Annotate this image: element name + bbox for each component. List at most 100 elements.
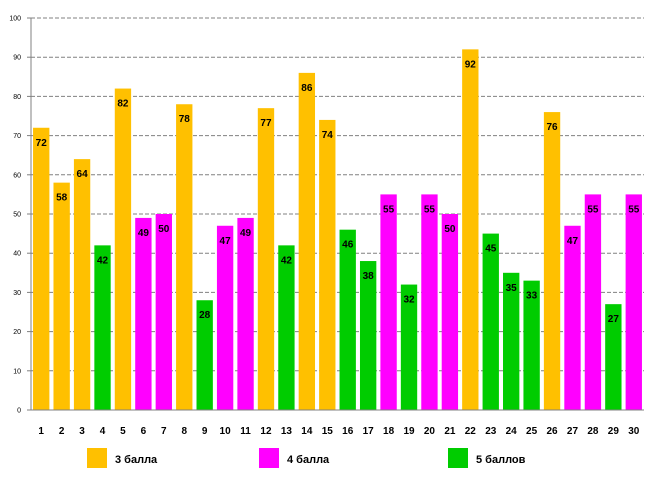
bar [584,194,602,410]
data-label: 49 [240,228,252,239]
data-label: 55 [587,204,599,215]
data-label: 74 [322,130,334,141]
bar [53,182,70,410]
bar [441,214,459,410]
x-tick-label: 23 [485,426,497,437]
bar [155,214,172,410]
bar [298,72,316,410]
legend-swatch [448,448,468,468]
x-tick-label: 7 [161,426,167,437]
x-tick-label: 16 [342,426,354,437]
y-axis: 0 10 20 30 40 50 60 70 80 90 100 [9,16,32,415]
data-label: 42 [97,255,109,266]
x-axis: 1 2 3 4 5 6 7 8 9 10 11 12 13 14 15 16 17 18 19 20 21 22 23 24 2… [31,409,644,437]
x-tick-label: 1 [38,426,44,437]
x-tick-label: 27 [567,426,579,437]
x-tick-label: 29 [608,426,620,437]
data-label: 38 [363,271,375,282]
x-tick-label: 13 [281,426,293,437]
data-label: 78 [179,114,191,125]
bar [33,127,50,410]
bar [94,245,111,410]
data-label: 55 [628,204,640,215]
bar [237,217,254,410]
data-label: 76 [546,122,558,133]
bar [421,194,438,410]
data-label: 33 [526,291,538,302]
bar [503,272,520,410]
data-label: 58 [56,193,68,204]
x-tick-label: 21 [444,426,456,437]
x-tick-label: 10 [220,426,232,437]
bar [400,284,418,410]
y-tick-label: 100 [9,16,21,23]
x-tick-label: 2 [59,426,65,437]
data-label: 46 [342,240,354,251]
bar [319,119,336,411]
data-label: 47 [567,236,579,247]
data-label: 49 [138,228,150,239]
bar [605,304,622,410]
y-tick-label: 80 [13,94,21,101]
bar [278,245,295,410]
x-tick-label: 26 [546,426,558,437]
bar [176,104,193,411]
y-tick-label: 0 [17,408,21,415]
data-label: 32 [403,295,415,306]
y-tick-label: 10 [13,368,21,375]
data-label: 27 [608,314,620,325]
data-label: 82 [117,99,129,110]
bar [543,112,561,410]
x-tick-label: 20 [424,426,436,437]
bar [339,229,356,410]
legend-label: 3 балла [115,454,158,466]
legend: 3 балла 4 балла 5 баллов [87,448,526,468]
bar [482,233,499,410]
x-tick-label: 8 [181,426,187,437]
x-tick-label: 30 [628,426,640,437]
y-tick-label: 60 [13,172,21,179]
y-tick-label: 90 [13,55,21,62]
x-tick-label: 12 [260,426,272,437]
data-label: 28 [199,310,211,321]
legend-label: 4 балла [287,454,330,466]
data-label: 92 [465,59,477,70]
bar [257,108,275,410]
x-tick-label: 18 [383,426,395,437]
data-label: 47 [220,236,232,247]
data-label: 45 [485,244,497,255]
x-tick-label: 9 [202,426,208,437]
legend-swatch [87,448,107,468]
data-label: 50 [444,224,456,235]
data-label: 64 [77,169,89,180]
x-tick-label: 28 [587,426,599,437]
y-tick-label: 30 [13,290,21,297]
gridlines [31,17,644,372]
data-label: 55 [383,204,395,215]
bar [625,194,642,410]
bar [359,261,377,410]
x-tick-label: 15 [322,426,334,437]
bar [216,225,234,410]
x-tick-label: 14 [301,426,313,437]
data-label: 77 [260,118,272,129]
bar [523,280,540,410]
bar [135,217,152,410]
y-tick-label: 40 [13,251,21,258]
data-label: 35 [506,283,518,294]
bar [564,225,581,410]
data-label: 72 [36,138,48,149]
y-tick-label: 20 [13,329,21,336]
data-label: 86 [301,83,313,94]
data-label: 50 [158,224,170,235]
y-tick-label: 70 [13,133,21,140]
x-tick-label: 11 [240,426,251,437]
x-tick-label: 3 [79,426,85,437]
x-tick-label: 5 [120,426,126,437]
bar [73,159,91,410]
x-tick-label: 25 [526,426,538,437]
legend-label: 5 баллов [476,454,526,466]
x-tick-label: 19 [403,426,415,437]
bars: 72 58 64 42 82 49 50 78 28 47 49 77 42 86 74 46 38 55 32 55… [33,49,642,411]
